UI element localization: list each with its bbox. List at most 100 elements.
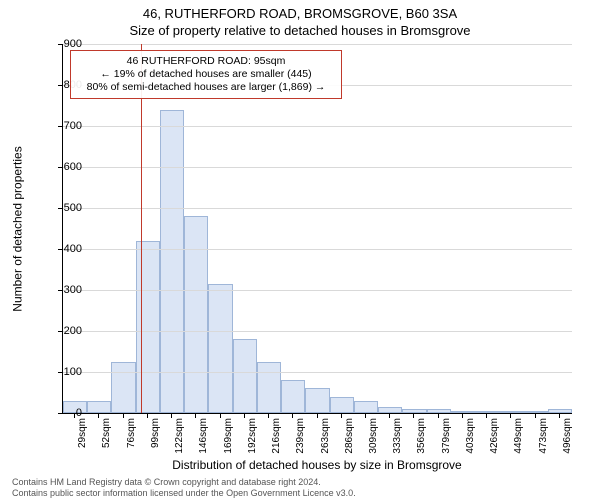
x-tick-label: 286sqm [344,418,355,454]
histogram-bar [233,339,257,413]
x-tick-label: 76sqm [126,418,137,448]
y-tick-label: 400 [42,243,82,255]
gridline [63,208,572,209]
histogram-bar [354,401,378,413]
x-tick-mark [268,414,269,418]
x-tick-mark [413,414,414,418]
y-tick-label: 200 [42,325,82,337]
x-tick-label: 333sqm [392,418,403,454]
x-tick-label: 99sqm [150,418,161,448]
x-tick-mark [486,414,487,418]
histogram-bar [427,409,451,413]
histogram-bar [184,216,208,413]
x-tick-label: 192sqm [247,418,258,454]
x-tick-label: 263sqm [320,418,331,454]
footer-attribution: Contains HM Land Registry data © Crown c… [12,477,356,498]
y-axis-label-wrap: Number of detached properties [12,44,24,414]
gridline [63,372,572,373]
x-tick-mark [74,414,75,418]
x-tick-mark [389,414,390,418]
x-tick-mark [220,414,221,418]
x-axis-label: Distribution of detached houses by size … [62,458,572,472]
x-tick-mark [535,414,536,418]
histogram-bar [87,401,111,413]
y-tick-label: 0 [42,407,82,419]
footer-line-2: Contains public sector information licen… [12,488,356,498]
x-tick-label: 449sqm [513,418,524,454]
histogram-bar [111,362,135,413]
histogram-bar [330,397,354,413]
y-tick-mark [58,85,62,86]
y-tick-label: 100 [42,366,82,378]
x-tick-label: 122sqm [174,418,185,454]
y-tick-mark [58,290,62,291]
x-tick-mark [147,414,148,418]
x-tick-label: 146sqm [198,418,209,454]
x-tick-label: 29sqm [77,418,88,448]
x-tick-mark [510,414,511,418]
footer-line-1: Contains HM Land Registry data © Crown c… [12,477,356,487]
y-tick-mark [58,249,62,250]
y-tick-mark [58,208,62,209]
histogram-bar [499,411,523,413]
x-tick-label: 216sqm [271,418,282,454]
histogram-bar [257,362,281,413]
y-tick-mark [58,413,62,414]
annotation-line-3: 80% of semi-detached houses are larger (… [77,81,335,94]
gridline [63,167,572,168]
y-tick-mark [58,126,62,127]
gridline [63,331,572,332]
x-tick-mark [123,414,124,418]
histogram-bar [136,241,160,413]
histogram-bar [475,411,499,413]
annotation-line-1: 46 RUTHERFORD ROAD: 95sqm [77,55,335,68]
histogram-bar [305,388,329,413]
y-tick-label: 500 [42,202,82,214]
annotation-line-2: ← 19% of detached houses are smaller (44… [77,68,335,81]
x-tick-label: 239sqm [295,418,306,454]
histogram-bar [281,380,305,413]
x-tick-mark [292,414,293,418]
y-tick-label: 700 [42,120,82,132]
x-tick-label: 496sqm [562,418,573,454]
x-tick-mark [317,414,318,418]
histogram-bar [378,407,402,413]
chart-container: 46, RUTHERFORD ROAD, BROMSGROVE, B60 3SA… [0,0,600,500]
histogram-bar [451,411,475,413]
y-tick-label: 300 [42,284,82,296]
x-tick-mark [98,414,99,418]
histogram-bar [208,284,232,413]
gridline [63,290,572,291]
histogram-bar [548,409,572,413]
x-tick-mark [244,414,245,418]
y-tick-mark [58,44,62,45]
x-tick-mark [438,414,439,418]
gridline [63,44,572,45]
y-tick-mark [58,167,62,168]
x-tick-mark [559,414,560,418]
histogram-bar [524,411,548,413]
x-tick-label: 403sqm [465,418,476,454]
plot-area [62,44,572,414]
x-tick-label: 473sqm [538,418,549,454]
chart-title: Size of property relative to detached ho… [0,21,600,38]
x-tick-mark [462,414,463,418]
property-annotation-box: 46 RUTHERFORD ROAD: 95sqm ← 19% of detac… [70,50,342,99]
gridline [63,249,572,250]
x-tick-mark [341,414,342,418]
gridline [63,126,572,127]
x-tick-label: 169sqm [223,418,234,454]
x-tick-label: 379sqm [441,418,452,454]
y-axis-label: Number of detached properties [11,146,25,311]
x-tick-label: 309sqm [368,418,379,454]
y-tick-mark [58,331,62,332]
x-tick-mark [195,414,196,418]
supertitle: 46, RUTHERFORD ROAD, BROMSGROVE, B60 3SA [0,0,600,21]
y-tick-mark [58,372,62,373]
x-tick-mark [171,414,172,418]
y-tick-label: 900 [42,38,82,50]
y-tick-label: 600 [42,161,82,173]
histogram-bar [402,409,426,413]
histogram-bar [160,110,184,413]
x-tick-label: 356sqm [416,418,427,454]
